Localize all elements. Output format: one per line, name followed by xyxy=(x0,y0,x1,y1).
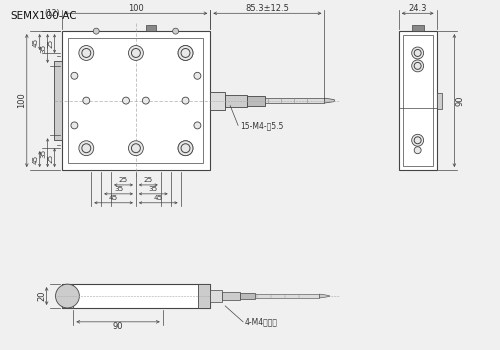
Polygon shape xyxy=(324,98,334,103)
Text: 90: 90 xyxy=(113,322,124,331)
Bar xyxy=(225,94,247,106)
Text: 100: 100 xyxy=(18,93,26,108)
Bar xyxy=(412,25,424,31)
Bar xyxy=(255,294,320,298)
Circle shape xyxy=(94,28,99,34)
Text: 45: 45 xyxy=(109,195,118,201)
Circle shape xyxy=(194,122,201,129)
Bar xyxy=(399,31,436,170)
Text: 90: 90 xyxy=(456,95,465,106)
Text: 35: 35 xyxy=(148,186,158,192)
Text: SEMX100-AC: SEMX100-AC xyxy=(10,11,76,21)
Text: 100: 100 xyxy=(128,4,144,13)
Text: 20: 20 xyxy=(37,291,46,301)
Circle shape xyxy=(71,72,78,79)
Circle shape xyxy=(414,147,421,154)
Circle shape xyxy=(178,46,193,61)
Circle shape xyxy=(56,284,80,308)
Circle shape xyxy=(178,141,193,156)
Bar xyxy=(210,290,222,302)
Circle shape xyxy=(122,97,130,104)
Circle shape xyxy=(182,97,189,104)
Text: 25: 25 xyxy=(144,177,153,183)
Text: 24.3: 24.3 xyxy=(408,4,427,13)
Bar xyxy=(210,92,225,110)
Circle shape xyxy=(71,122,78,129)
Text: 25: 25 xyxy=(48,38,54,48)
Circle shape xyxy=(79,141,94,156)
Text: 45: 45 xyxy=(32,154,38,164)
Bar xyxy=(54,61,62,140)
Circle shape xyxy=(178,141,193,156)
Text: 25: 25 xyxy=(48,154,54,163)
Bar xyxy=(222,292,240,300)
Bar xyxy=(146,25,156,31)
Text: 45: 45 xyxy=(32,37,38,47)
Text: 25: 25 xyxy=(119,177,128,183)
Circle shape xyxy=(128,46,144,61)
Circle shape xyxy=(172,28,178,34)
Circle shape xyxy=(79,46,94,61)
Circle shape xyxy=(412,60,424,72)
Polygon shape xyxy=(320,294,330,298)
Circle shape xyxy=(178,46,193,61)
Text: 35: 35 xyxy=(40,148,46,158)
Text: 35: 35 xyxy=(114,186,123,192)
Text: (12): (12) xyxy=(44,9,60,18)
Bar xyxy=(198,284,210,308)
Text: 15-M4-淵5.5: 15-M4-淵5.5 xyxy=(240,121,284,130)
Bar xyxy=(403,35,432,166)
Bar xyxy=(68,38,203,163)
Circle shape xyxy=(412,47,424,59)
Text: 85.3±12.5: 85.3±12.5 xyxy=(245,4,289,13)
Bar xyxy=(265,98,324,103)
Text: 4-M4沉头孔: 4-M4沉头孔 xyxy=(245,317,278,326)
Circle shape xyxy=(194,72,201,79)
Circle shape xyxy=(83,97,90,104)
Text: 45: 45 xyxy=(154,195,163,201)
Circle shape xyxy=(412,134,424,146)
Bar xyxy=(62,284,74,308)
Bar xyxy=(247,96,265,106)
Text: 35: 35 xyxy=(40,43,46,52)
Circle shape xyxy=(128,141,144,156)
Circle shape xyxy=(142,97,150,104)
Bar xyxy=(62,31,210,170)
Bar xyxy=(436,93,442,108)
Bar xyxy=(240,293,255,299)
Bar xyxy=(62,284,210,308)
